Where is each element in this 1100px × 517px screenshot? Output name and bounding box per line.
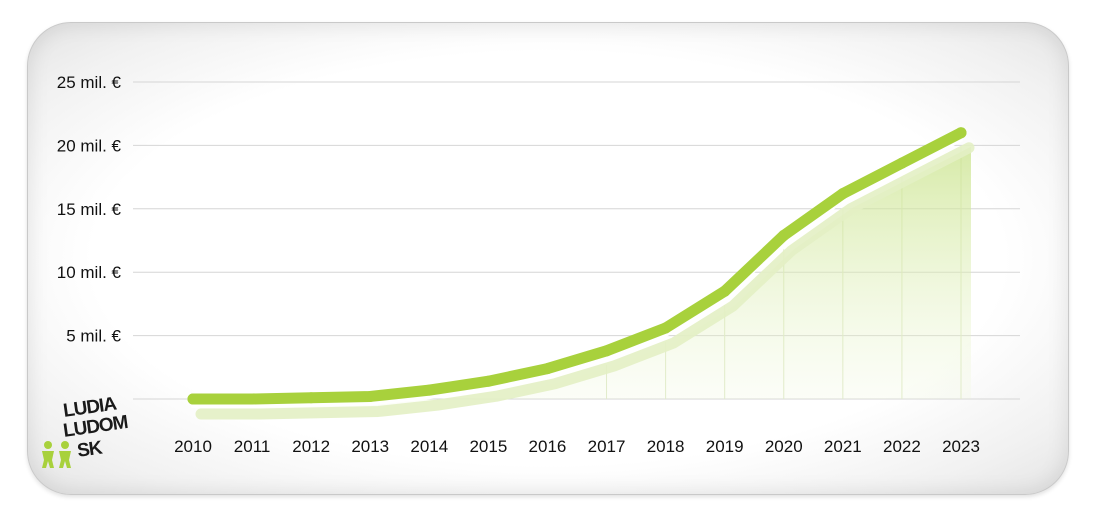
data-point — [541, 363, 553, 375]
x-tick-label: 2015 — [469, 437, 507, 456]
area-fill — [193, 146, 971, 413]
data-point — [364, 390, 376, 402]
data-point — [837, 188, 849, 200]
x-tick-label: 2020 — [765, 437, 803, 456]
x-axis-ticks: 2010 2011 2012 2013 2014 2015 2016 2017 2018 2019… — [174, 437, 980, 456]
x-tick-label: 2023 — [942, 437, 980, 456]
y-axis-ticks: 5 mil. € 10 mil. € 15 mil. € 20 mil. € 25 mi… — [57, 73, 122, 346]
data-point — [601, 345, 613, 357]
ludia-ludom-logo: LUDIA LUDOM SK — [40, 394, 140, 468]
series-shadow-line — [195, 142, 975, 420]
x-tick-label: 2014 — [410, 437, 448, 456]
data-point — [423, 384, 435, 396]
data-point — [896, 157, 908, 169]
x-tick-label: 2016 — [529, 437, 567, 456]
data-point — [187, 393, 199, 405]
logo-line-3: SK — [75, 437, 103, 462]
y-tick-label: 10 mil. € — [57, 263, 122, 282]
x-tick-label: 2022 — [883, 437, 921, 456]
area-shape — [193, 146, 971, 413]
series-highlight-line — [191, 137, 963, 408]
data-point — [482, 375, 494, 387]
series-line — [187, 127, 967, 405]
data-point — [246, 393, 258, 405]
x-tick-label: 2011 — [234, 437, 271, 456]
x-tick-label: 2010 — [174, 437, 212, 456]
data-point — [955, 127, 967, 139]
people-icon — [42, 441, 71, 468]
x-tick-label: 2017 — [588, 437, 626, 456]
x-tick-label: 2019 — [706, 437, 744, 456]
data-point — [305, 392, 317, 404]
y-tick-label: 20 mil. € — [57, 136, 122, 155]
x-tick-label: 2018 — [647, 437, 685, 456]
series-lines — [187, 127, 975, 420]
data-point — [719, 285, 731, 297]
y-tick-label: 25 mil. € — [57, 73, 122, 92]
x-tick-label: 2021 — [824, 437, 862, 456]
data-point — [778, 229, 790, 241]
data-point — [660, 322, 672, 334]
x-tick-label: 2012 — [292, 437, 330, 456]
y-tick-label: 15 mil. € — [57, 200, 122, 219]
x-tick-label: 2013 — [351, 437, 389, 456]
y-tick-label: 5 mil. € — [66, 327, 121, 346]
